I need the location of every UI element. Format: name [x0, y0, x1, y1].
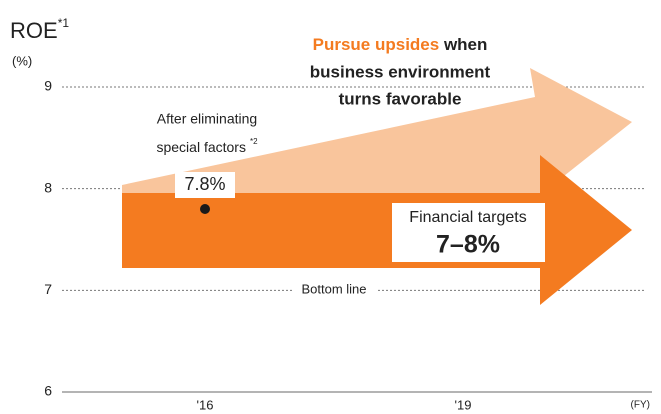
data-point — [200, 204, 210, 214]
annotation: special factors *2 — [156, 137, 258, 155]
target-label: Financial targets — [409, 209, 526, 226]
chart-title: ROE*1 — [10, 16, 69, 43]
target-value: 7–8% — [436, 231, 500, 259]
target-arrow — [122, 155, 632, 305]
y-tick-label: 9 — [44, 78, 52, 94]
annotation-text: special factors — [156, 139, 245, 155]
value-label-bg — [175, 172, 235, 198]
bottom-line-label: Bottom line — [301, 281, 366, 296]
x-tick-label: '19 — [455, 397, 472, 412]
annotation: After eliminating — [157, 111, 257, 127]
y-tick-label: 7 — [44, 281, 52, 297]
upside-highlight: Pursue upsides — [313, 35, 440, 54]
value-label: 7.8% — [184, 174, 225, 194]
y-tick-label: 6 — [44, 383, 52, 399]
annotation-note: *2 — [250, 137, 258, 146]
title-note: *1 — [58, 16, 70, 30]
title-text: ROE — [10, 18, 58, 43]
upside-line: turns favorable — [339, 89, 462, 108]
upside-line: Pursue upsides when — [313, 35, 488, 54]
x-unit: (FY) — [631, 400, 650, 411]
upside-line: business environment — [310, 62, 491, 81]
y-tick-label: 8 — [44, 179, 52, 195]
bottom-line-bg — [292, 281, 376, 299]
x-tick-label: '16 — [197, 397, 214, 412]
y-unit: (%) — [12, 53, 32, 68]
upside-arrow — [122, 68, 632, 195]
upside-text: when — [439, 35, 487, 54]
target-box — [392, 203, 545, 262]
